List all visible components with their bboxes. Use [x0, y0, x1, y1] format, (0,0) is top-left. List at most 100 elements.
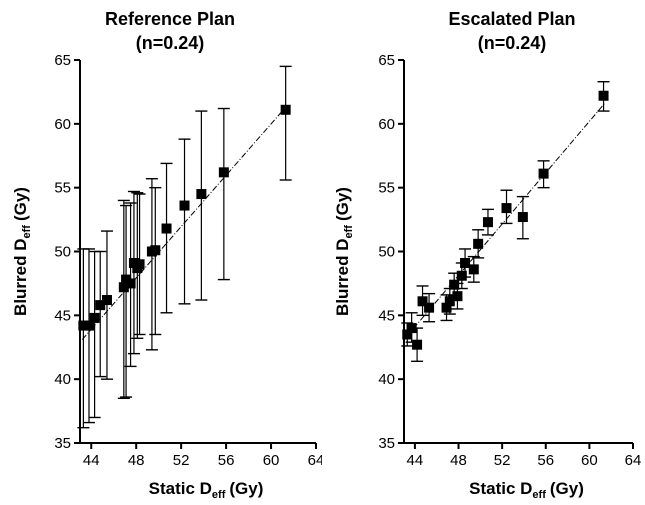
x-tick-label: 60 — [581, 452, 598, 469]
y-tick-label: 60 — [378, 116, 395, 133]
y-axis-label-subscript: eff — [343, 225, 355, 239]
data-point-marker — [78, 320, 89, 331]
data-point-marker — [179, 200, 190, 211]
y-tick-label: 65 — [378, 52, 395, 69]
chart-subtitle: (n=0.24) — [136, 33, 205, 53]
data-point-marker — [218, 167, 229, 178]
x-tick-label: 56 — [537, 452, 554, 469]
data-point-group — [88, 250, 101, 419]
x-tick-label: 64 — [625, 452, 642, 469]
data-point-group — [597, 81, 610, 112]
data-point-marker — [196, 189, 207, 200]
y-tick-label: 55 — [54, 180, 71, 197]
x-axis-label: Static Deff (Gy) — [469, 479, 584, 500]
data-point-group — [516, 195, 529, 240]
data-point-marker — [482, 217, 493, 228]
data-point-group — [217, 107, 230, 281]
y-tick-label: 35 — [378, 435, 395, 452]
data-point-marker — [460, 257, 471, 268]
data-point-group — [133, 193, 146, 336]
y-tick-label: 45 — [54, 307, 71, 324]
data-point-marker — [598, 90, 609, 101]
data-point-marker — [452, 291, 463, 302]
y-tick-label: 60 — [54, 116, 71, 133]
data-point-marker — [95, 300, 106, 311]
chart-title: Reference Plan — [105, 9, 235, 29]
data-point-marker — [125, 278, 136, 289]
data-point-marker — [424, 302, 435, 313]
y-axis-label: Blurred Deff (Gy) — [11, 187, 33, 316]
data-point-group — [94, 250, 107, 378]
x-tick-label: 60 — [263, 452, 280, 469]
y-axis-label-unit: (Gy) — [333, 187, 352, 221]
data-point-marker — [402, 329, 413, 340]
y-tick-label: 35 — [54, 435, 71, 452]
data-point-marker — [89, 312, 100, 323]
data-point-group — [481, 208, 494, 236]
x-tick-label: 44 — [83, 452, 100, 469]
x-axis-label-main: Static D — [149, 479, 212, 498]
data-point-marker — [150, 245, 161, 256]
x-tick-label: 44 — [407, 452, 424, 469]
data-point-marker — [118, 282, 129, 293]
x-axis-label: Static Deff (Gy) — [149, 479, 264, 500]
data-point-marker — [280, 104, 291, 115]
x-tick-label: 56 — [218, 452, 235, 469]
data-point-group — [537, 160, 550, 189]
data-point-marker — [83, 320, 94, 331]
data-point-group — [279, 65, 292, 181]
data-point-marker — [441, 302, 452, 313]
data-point-group — [195, 110, 208, 301]
data-point-group — [423, 292, 436, 323]
data-point-group — [82, 248, 95, 424]
x-axis-label-subscript: eff — [212, 489, 226, 500]
y-tick-label: 40 — [378, 371, 395, 388]
data-point-group — [472, 229, 485, 259]
data-point-marker — [468, 264, 479, 275]
x-axis-label-main: Static D — [469, 479, 532, 498]
data-point-group — [149, 186, 162, 336]
data-point-group — [416, 285, 429, 317]
x-tick-label: 48 — [450, 452, 467, 469]
y-tick-label: 55 — [378, 180, 395, 197]
y-tick-label: 65 — [54, 52, 71, 69]
chart-subtitle: (n=0.24) — [478, 33, 547, 53]
reference-plan-panel: Reference Plan (n=0.24) 35 40 45 50 55 60 65 44 48… — [0, 0, 324, 505]
y-axis-label-unit: (Gy) — [11, 187, 30, 221]
x-tick-label: 48 — [128, 452, 145, 469]
data-point-group — [100, 230, 113, 380]
data-point-group — [500, 189, 513, 225]
data-point-marker — [449, 279, 460, 290]
data-point-group — [117, 199, 130, 400]
y-tick-label: 50 — [54, 244, 71, 261]
data-point-marker — [517, 212, 528, 223]
data-point-group — [124, 202, 137, 368]
y-tick-label: 45 — [378, 307, 395, 324]
y-axis-label-main: Blurred D — [11, 238, 30, 315]
x-axis-label-unit: (Gy) — [229, 479, 263, 498]
data-point-marker — [538, 168, 549, 179]
x-tick-label: 52 — [494, 452, 511, 469]
escalated-plan-panel: Escalated Plan (n=0.24) 35 40 45 50 55 60 65 44 48… — [322, 0, 645, 505]
data-point-marker — [134, 259, 145, 270]
data-point-marker — [101, 295, 112, 306]
data-point-marker — [473, 238, 484, 249]
fit-line — [405, 103, 606, 338]
data-point-group — [467, 255, 480, 283]
y-tick-label: 40 — [54, 371, 71, 388]
data-point-marker — [417, 296, 428, 307]
data-point-marker — [161, 223, 172, 234]
data-point-group — [411, 327, 424, 362]
x-axis-label-unit: (Gy) — [550, 479, 584, 498]
x-tick-label: 52 — [173, 452, 190, 469]
data-point-marker — [501, 203, 512, 214]
escalated-plan-chart: Escalated Plan (n=0.24) 35 40 45 50 55 60 65 44 48… — [333, 9, 642, 501]
data-point-marker — [412, 339, 423, 350]
data-point-marker — [128, 257, 139, 268]
chart-title: Escalated Plan — [448, 9, 575, 29]
data-point-marker — [444, 296, 455, 307]
x-axis-label-subscript: eff — [532, 489, 546, 500]
y-axis-label: Blurred Deff (Gy) — [333, 187, 355, 316]
y-axis-label-subscript: eff — [21, 225, 33, 239]
y-axis-label-main: Blurred D — [333, 238, 352, 315]
